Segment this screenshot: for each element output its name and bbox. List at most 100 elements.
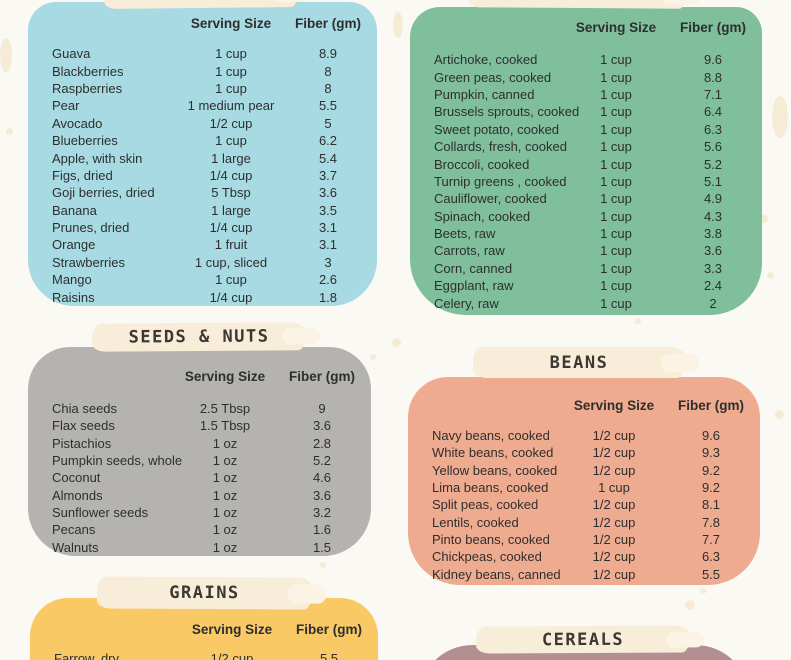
table-row: Guava 1 cup 8.9 — [28, 45, 377, 62]
table-row: Celery, raw 1 cup 2 — [410, 294, 762, 311]
fiber-value: 9 — [318, 401, 326, 417]
cereals-title-brush: CEREALS — [475, 625, 691, 654]
serving-size: 1 cup — [600, 173, 632, 189]
serving-size: 1 cup — [600, 139, 632, 155]
food-name: Goji berries, dried — [52, 185, 155, 201]
fruits-table: Guava 1 cup 8.9 Blackberries 1 cup 8 Raspberri… — [28, 45, 377, 306]
seeds-nuts-title: SEEDS & NUTS — [128, 326, 270, 348]
food-name: Prunes, dried — [52, 220, 130, 236]
serving-size: 1/4 cup — [209, 167, 253, 183]
grains-title-brush: GRAINS — [96, 576, 313, 610]
serving-size: 1 oz — [212, 522, 238, 538]
fiber-value: 8.9 — [318, 46, 338, 62]
table-row: Eggplant, raw 1 cup 2.4 — [410, 277, 762, 294]
serving-size: 5 Tbsp — [211, 185, 251, 201]
fiber-value: 3.1 — [318, 220, 338, 236]
fiber-value: 3.6 — [312, 418, 332, 434]
splatter-dot — [392, 338, 401, 347]
table-row: Green peas, cooked 1 cup 8.8 — [410, 68, 762, 85]
food-name: Figs, dried — [52, 167, 113, 183]
column-header-fiber: Fiber (gm) — [680, 19, 746, 35]
table-row: Apple, with skin 1 large 5.4 — [28, 149, 377, 166]
food-name: Flax seeds — [52, 418, 115, 434]
food-name: Apple, with skin — [52, 150, 143, 166]
table-row: Prunes, dried 1/4 cup 3.1 — [28, 219, 377, 236]
column-header-fiber: Fiber (gm) — [289, 368, 355, 384]
food-name: Yellow beans, cooked — [432, 462, 558, 478]
serving-size: 1/2 cup — [592, 549, 636, 565]
table-row: Coconut 1 oz 4.6 — [28, 469, 371, 486]
table-row: Blackberries 1 cup 8 — [28, 62, 377, 79]
table-row: Beets, raw 1 cup 3.8 — [410, 225, 762, 242]
fiber-value: 3.5 — [318, 202, 338, 218]
food-name: Spinach, cooked — [434, 208, 531, 224]
fiber-value: 5.5 — [318, 98, 338, 114]
grains-title: GRAINS — [169, 582, 240, 604]
splatter-dot — [685, 600, 695, 610]
table-row: Lentils, cooked 1/2 cup 7.8 — [408, 513, 760, 530]
fiber-value: 3.6 — [312, 487, 332, 503]
splatter-dot — [772, 96, 788, 138]
splatter-dot — [0, 38, 12, 72]
serving-size: 1 cup — [215, 63, 247, 79]
serving-size: 1 oz — [212, 470, 238, 486]
table-row: Pecans 1 oz 1.6 — [28, 521, 371, 538]
serving-size: 1.5 Tbsp — [199, 418, 251, 434]
food-name: Pecans — [52, 522, 96, 538]
table-header: Serving Size Fiber (gm) — [30, 620, 378, 638]
beans-table: Navy beans, cooked 1/2 cup 9.6 White beans,… — [408, 427, 760, 583]
food-name: Mango — [52, 272, 92, 288]
serving-size: 1 cup — [600, 86, 632, 102]
column-header-serving-size: Serving Size — [191, 621, 273, 637]
table-row: Carrots, raw 1 cup 3.6 — [410, 242, 762, 259]
seeds-nuts-table: Chia seeds 2.5 Tbsp 9 Flax seeds 1.5 Tbsp 3.6… — [28, 400, 371, 556]
food-name: Walnuts — [52, 539, 99, 555]
food-name: Blueberries — [52, 133, 118, 149]
food-name: Green peas, cooked — [434, 69, 552, 85]
fiber-value: 7.8 — [701, 514, 721, 530]
seeds-nuts-panel: Serving Size Fiber (gm) Chia seeds 2.5 Tb… — [28, 347, 371, 556]
fiber-value: 6.4 — [703, 104, 723, 120]
serving-size: 1 large — [211, 150, 251, 166]
food-name: Artichoke, cooked — [434, 52, 538, 68]
splatter-dot — [775, 410, 784, 419]
table-row: Lima beans, cooked 1 cup 9.2 — [408, 479, 760, 496]
beans-title: BEANS — [549, 352, 609, 373]
splatter-dot — [393, 12, 403, 38]
serving-size: 1/2 cup — [592, 445, 636, 461]
table-row: Broccoli, cooked 1 cup 5.2 — [410, 155, 762, 172]
fiber-value: 4.3 — [703, 208, 723, 224]
splatter-dot — [767, 272, 774, 279]
seeds-nuts-title-brush: SEEDS & NUTS — [91, 322, 307, 352]
fiber-value: 7.1 — [703, 86, 723, 102]
fiber-value: 5.6 — [703, 139, 723, 155]
table-row: Navy beans, cooked 1/2 cup 9.6 — [408, 427, 760, 444]
table-row: Flax seeds 1.5 Tbsp 3.6 — [28, 417, 371, 434]
fiber-value: 6.3 — [701, 549, 721, 565]
table-row: Walnuts 1 oz 1.5 — [28, 538, 371, 555]
splatter-dot — [700, 588, 706, 594]
table-row: Pistachios 1 oz 2.8 — [28, 435, 371, 452]
fiber-value: 2.4 — [703, 278, 723, 294]
serving-size: 1/2 cup — [592, 497, 636, 513]
food-name: Carrots, raw — [434, 243, 505, 259]
food-name: Navy beans, cooked — [432, 428, 550, 444]
table-row: Split peas, cooked 1/2 cup 8.1 — [408, 496, 760, 513]
fiber-value: 1.8 — [318, 289, 338, 305]
food-name: Orange — [52, 237, 96, 253]
serving-size: 1/2 cup — [210, 651, 254, 660]
serving-size: 1/2 cup — [592, 462, 636, 478]
food-name: Pumpkin, canned — [434, 86, 535, 102]
serving-size: 1 cup — [600, 156, 632, 172]
vegetables-title-brush — [467, 0, 687, 9]
serving-size: 1 cup — [600, 208, 632, 224]
food-name: Split peas, cooked — [432, 497, 539, 513]
serving-size: 1 cup — [600, 191, 632, 207]
serving-size: 1 oz — [212, 435, 238, 451]
serving-size: 1 cup — [215, 46, 247, 62]
vegetables-panel: Serving Size Fiber (gm) Artichoke, cooke… — [410, 7, 762, 315]
table-row: Banana 1 large 3.5 — [28, 202, 377, 219]
food-name: Collards, fresh, cooked — [434, 139, 567, 155]
food-name: Avocado — [52, 115, 103, 131]
fiber-value: 5.5 — [701, 566, 721, 582]
